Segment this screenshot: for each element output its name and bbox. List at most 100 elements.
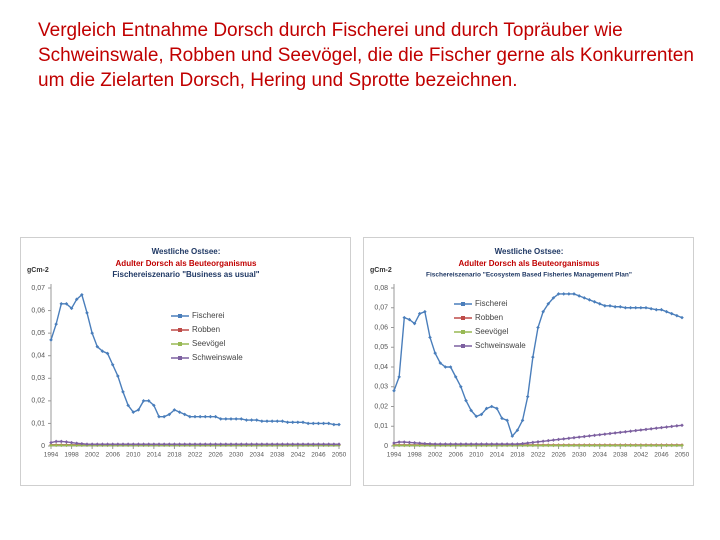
data-point [680,315,684,320]
data-point [213,414,218,419]
data-point [90,331,94,335]
data-point [633,443,638,448]
data-point [644,427,648,432]
data-point [551,438,556,442]
data-point [49,443,53,448]
x-tick-label: 2026 [208,452,223,459]
data-point [469,442,473,446]
data-point [633,428,638,433]
y-tick-label: 0,07 [31,285,45,292]
x-tick-label: 2042 [634,452,649,459]
data-point [172,408,177,412]
data-point [592,433,597,438]
legend-marker [461,316,465,320]
y-axis-label: gCm-2 [27,267,49,274]
data-point [628,443,633,448]
data-point [680,443,684,448]
data-point [613,443,617,448]
data-point [649,427,653,431]
data-point [234,417,238,421]
data-point [675,313,679,318]
x-tick-label: 2046 [311,452,326,459]
data-point [254,418,259,422]
data-point [505,442,509,446]
chart-title: Westliche Ostsee: [152,247,221,256]
x-tick-label: 1994 [44,452,59,459]
data-point [182,442,187,446]
series-line [393,293,683,438]
data-point [628,429,633,433]
data-point [546,443,551,448]
data-point [489,404,494,409]
legend-label: Schweinswale [192,353,243,362]
legend-label: Seevögel [192,339,226,348]
data-point [659,443,664,448]
data-point [234,442,238,446]
data-point [290,420,295,425]
data-point [613,304,617,309]
data-point [412,441,417,445]
data-point [392,441,396,445]
data-point [618,443,623,448]
legend-marker [178,328,182,332]
data-point [182,412,187,417]
data-point [669,443,674,448]
data-point [397,443,401,448]
data-point [131,410,136,414]
data-point [110,362,115,367]
data-point [541,439,545,444]
data-point [428,442,432,446]
data-point [433,442,437,446]
data-point [69,440,74,445]
data-point [224,417,228,421]
y-tick-label: 0 [384,443,388,450]
y-tick-label: 0,05 [31,330,45,337]
data-point [110,442,115,446]
data-point [515,428,520,432]
data-point [80,292,84,297]
y-tick-label: 0 [41,443,45,450]
legend-marker [178,342,182,346]
x-tick-label: 2026 [551,452,566,459]
data-point [551,443,556,448]
data-point [536,443,540,448]
data-point [270,442,274,446]
data-point [664,309,669,314]
y-axis-label: gCm-2 [370,267,392,274]
data-point [520,441,525,446]
data-point [541,443,545,448]
data-point [49,338,53,342]
x-tick-label: 1998 [407,452,422,459]
y-tick-label: 0,06 [374,324,388,331]
data-point [311,442,316,446]
data-point [49,440,53,445]
data-point [669,311,674,316]
x-tick-label: 2030 [572,452,587,459]
data-point [157,442,161,446]
data-point [265,442,269,446]
data-point [582,296,587,300]
x-tick-label: 2038 [613,452,628,459]
data-point [417,441,422,446]
data-point [188,442,192,446]
data-point [69,443,74,448]
data-point [100,442,105,446]
data-point [172,442,177,446]
data-point [208,414,213,419]
data-point [337,442,341,446]
data-point [105,442,110,446]
data-point [244,442,249,446]
legend-label: Robben [475,313,503,322]
data-point [213,442,218,446]
x-tick-label: 2010 [126,452,141,459]
data-point [80,441,84,446]
data-point [582,434,587,439]
data-point [592,300,597,304]
data-point [260,419,264,423]
data-point [260,442,264,446]
data-point [162,414,166,419]
legend-marker [178,356,182,360]
x-tick-label: 2006 [105,452,120,459]
data-point [285,420,290,425]
